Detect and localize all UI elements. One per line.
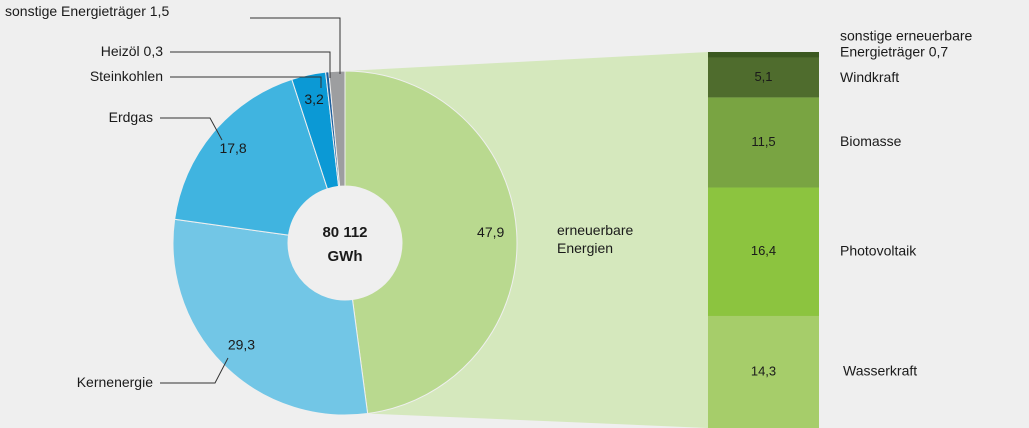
label-name: Steinkohlen	[90, 68, 163, 84]
value-label: 0,3	[144, 43, 164, 59]
value-label: 47,9	[477, 224, 504, 240]
value-label: 17,8	[219, 140, 246, 156]
bar-segment	[708, 315, 819, 428]
value-label: 3,2	[304, 91, 324, 107]
value-label: 5,1	[754, 69, 772, 84]
total-unit: GWh	[328, 248, 363, 265]
label-name: Kernenergie	[77, 374, 153, 390]
value-label: 0,7	[929, 43, 949, 59]
label-name: erneuerbare Energien	[557, 222, 637, 256]
label-name: sonstige Energieträger	[5, 3, 146, 19]
category-label: Windkraft	[840, 69, 899, 85]
category-label: sonstige Energieträger 1,5	[5, 3, 169, 19]
category-label: Erdgas	[109, 109, 153, 125]
bar-segment	[708, 187, 819, 316]
category-label: Steinkohlen	[90, 68, 163, 84]
label-line: erneuerbare	[557, 222, 637, 238]
category-label: Wasserkraft	[843, 363, 917, 379]
value-label: 29,3	[228, 337, 255, 353]
leader-line	[160, 117, 223, 141]
category-label: Kernenergie	[77, 374, 153, 390]
label-name: Heizöl	[101, 43, 140, 59]
value-label: 14,3	[751, 363, 776, 378]
total-label: 80 112	[322, 224, 367, 241]
leader-line	[170, 76, 322, 88]
value-label: 11,5	[751, 134, 775, 149]
label-line: Energien	[557, 240, 613, 256]
bar-segment	[708, 52, 819, 58]
leader-line	[250, 17, 341, 74]
value-label: 1,5	[150, 3, 170, 19]
category-label: sonstige erneuerbare Energieträger 0,7	[840, 27, 976, 59]
category-label: erneuerbare Energien	[557, 222, 637, 256]
leader-line	[170, 51, 331, 78]
label-line: sonstige erneuerbare	[840, 27, 976, 43]
label-line: Energieträger	[840, 43, 925, 59]
label-name: sonstige erneuerbare Energieträger	[840, 27, 976, 59]
pie-hole	[288, 186, 402, 300]
bar-segment	[708, 57, 819, 98]
bar-segment	[708, 97, 819, 188]
category-label: Biomasse	[840, 133, 902, 149]
category-label: Heizöl 0,3	[101, 43, 163, 59]
leader-line	[160, 357, 229, 384]
value-label: 16,4	[751, 243, 776, 258]
label-name: Erdgas	[109, 109, 153, 125]
category-label: Photovoltaik	[840, 242, 917, 258]
